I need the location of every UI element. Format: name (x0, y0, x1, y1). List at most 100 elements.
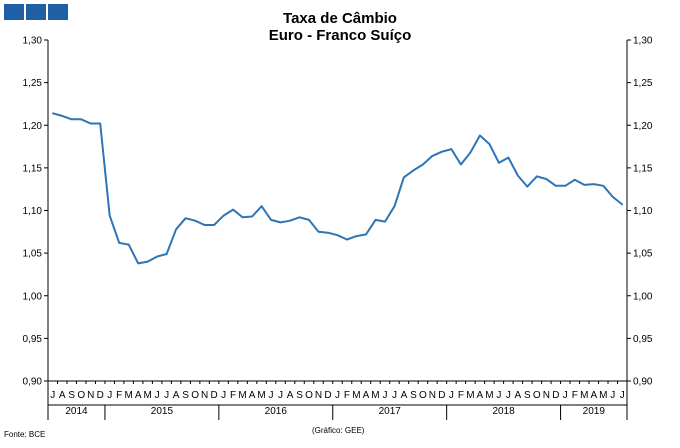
month-label: J (382, 390, 387, 401)
chart-credit: (Gráfico: GEE) (312, 426, 365, 435)
month-label: S (68, 390, 75, 401)
month-label: S (410, 390, 417, 401)
year-label: 2018 (492, 406, 515, 417)
month-label: O (77, 390, 85, 401)
month-label: J (610, 390, 615, 401)
data-point (270, 219, 272, 221)
month-label: M (371, 390, 379, 401)
data-point (450, 148, 453, 150)
month-label: D (552, 390, 559, 401)
month-label: J (563, 390, 568, 401)
data-point (327, 231, 329, 234)
month-label: O (419, 390, 427, 401)
data-point (279, 221, 282, 224)
data-point (222, 214, 225, 217)
month-label: F (344, 390, 350, 401)
data-point (241, 216, 244, 219)
data-point (374, 219, 377, 221)
year-label: 2016 (265, 406, 288, 417)
month-label: N (201, 390, 208, 401)
data-point (317, 231, 320, 233)
data-point (51, 112, 54, 115)
month-label: M (143, 390, 151, 401)
data-point (555, 184, 557, 187)
month-label: M (485, 390, 493, 401)
data-point (384, 220, 386, 223)
data-point (146, 260, 149, 263)
month-label: F (458, 390, 464, 401)
month-label: J (449, 390, 454, 401)
y-tick-label-left: 0,95 (23, 334, 43, 345)
month-label: S (182, 390, 189, 401)
month-label: F (230, 390, 236, 401)
year-label: 2017 (379, 406, 402, 417)
y-tick-label-right: 0,90 (633, 377, 653, 388)
month-label: A (59, 390, 66, 401)
month-label: N (429, 390, 436, 401)
month-label: F (116, 390, 122, 401)
y-tick-label-right: 1,20 (633, 121, 653, 132)
month-label: J (164, 390, 169, 401)
year-label: 2015 (151, 406, 174, 417)
month-label: A (173, 390, 180, 401)
year-label: 2019 (583, 406, 606, 417)
month-label: O (305, 390, 313, 401)
data-point (127, 243, 130, 246)
month-label: A (287, 390, 294, 401)
month-label: D (438, 390, 445, 401)
month-label: J (269, 390, 274, 401)
data-point (165, 253, 168, 255)
data-point (118, 242, 120, 244)
y-tick-label-left: 1,10 (23, 206, 43, 217)
data-point (336, 234, 339, 237)
month-label: A (135, 390, 142, 401)
data-point (507, 156, 510, 159)
y-tick-label-right: 0,95 (633, 334, 653, 345)
y-tick-label-left: 1,00 (23, 291, 43, 302)
data-point (175, 228, 177, 231)
series-line (52, 112, 623, 265)
data-point (251, 215, 253, 218)
month-label: M (466, 390, 474, 401)
y-tick-label-left: 1,05 (23, 249, 43, 260)
data-point (422, 163, 424, 166)
month-label: J (107, 390, 112, 401)
month-label: J (278, 390, 283, 401)
month-label: M (580, 390, 588, 401)
y-tick-label-left: 1,20 (23, 121, 43, 132)
data-point (460, 163, 462, 166)
year-label: 2014 (65, 406, 88, 417)
logo-square-1 (4, 4, 24, 20)
month-label: N (87, 390, 94, 401)
data-point (526, 185, 529, 188)
data-point (108, 214, 111, 217)
month-label: J (50, 390, 55, 401)
month-label: N (543, 390, 550, 401)
y-tick-label-left: 1,15 (23, 163, 43, 174)
month-label: M (257, 390, 265, 401)
y-tick-label-right: 1,10 (633, 206, 653, 217)
month-label: D (97, 390, 104, 401)
month-label: M (599, 390, 607, 401)
month-label: M (238, 390, 246, 401)
month-label: A (590, 390, 597, 401)
month-label: O (533, 390, 541, 401)
data-point (621, 203, 624, 206)
data-point (517, 174, 519, 177)
y-tick-label-left: 0,90 (23, 377, 43, 388)
data-point (203, 224, 206, 226)
chart-title-line2: Euro - Franco Suíço (268, 27, 412, 44)
data-point (365, 233, 367, 236)
data-point (89, 122, 92, 125)
month-label: J (496, 390, 501, 401)
chart-title-line1: Taxa de Câmbio (283, 10, 397, 27)
month-label: A (401, 390, 408, 401)
data-point (346, 238, 348, 241)
month-label: J (335, 390, 340, 401)
data-point (403, 176, 405, 179)
data-point (260, 205, 263, 208)
month-label: S (296, 390, 303, 401)
y-tick-label-right: 1,25 (633, 78, 653, 89)
y-tick-label-right: 1,05 (633, 249, 653, 260)
y-tick-label-right: 1,15 (633, 163, 653, 174)
